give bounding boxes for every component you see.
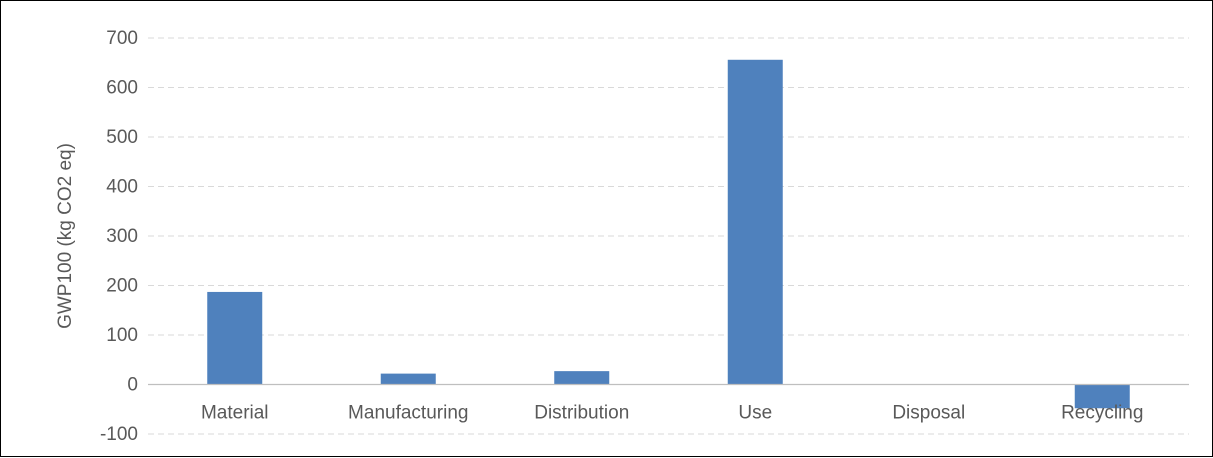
bar-material	[207, 291, 263, 385]
y-tick-label: 400	[106, 177, 138, 198]
y-tick-label: -100	[100, 424, 138, 445]
bar-use	[727, 59, 783, 385]
y-tick-label: 0	[127, 375, 138, 396]
y-tick-label: 300	[106, 226, 138, 247]
bar-manufacturing	[380, 373, 436, 385]
gridlines	[148, 37, 1189, 435]
bars	[207, 59, 1130, 409]
x-category-label: Use	[738, 403, 772, 424]
bar-distribution	[554, 371, 610, 385]
x-category-label: Manufacturing	[348, 403, 468, 424]
y-axis-title: GWP100 (kg CO2 eq)	[55, 143, 76, 329]
x-category-label: Distribution	[534, 403, 629, 424]
x-category-label: Disposal	[892, 403, 965, 424]
y-tick-label: 600	[106, 78, 138, 99]
x-category-labels: Material Manufacturing Distribution Use Disp…	[201, 403, 1143, 424]
x-category-label: Recycling	[1061, 403, 1143, 424]
x-category-label: Material	[201, 403, 269, 424]
y-tick-label: 200	[106, 276, 138, 297]
y-tick-label: 500	[106, 127, 138, 148]
y-tick-label: 100	[106, 325, 138, 346]
y-tick-label: 700	[106, 28, 138, 49]
bar-recycling	[1074, 384, 1130, 409]
y-tick-labels: -100 0 100 200 300 400 500 600 700	[100, 28, 138, 445]
